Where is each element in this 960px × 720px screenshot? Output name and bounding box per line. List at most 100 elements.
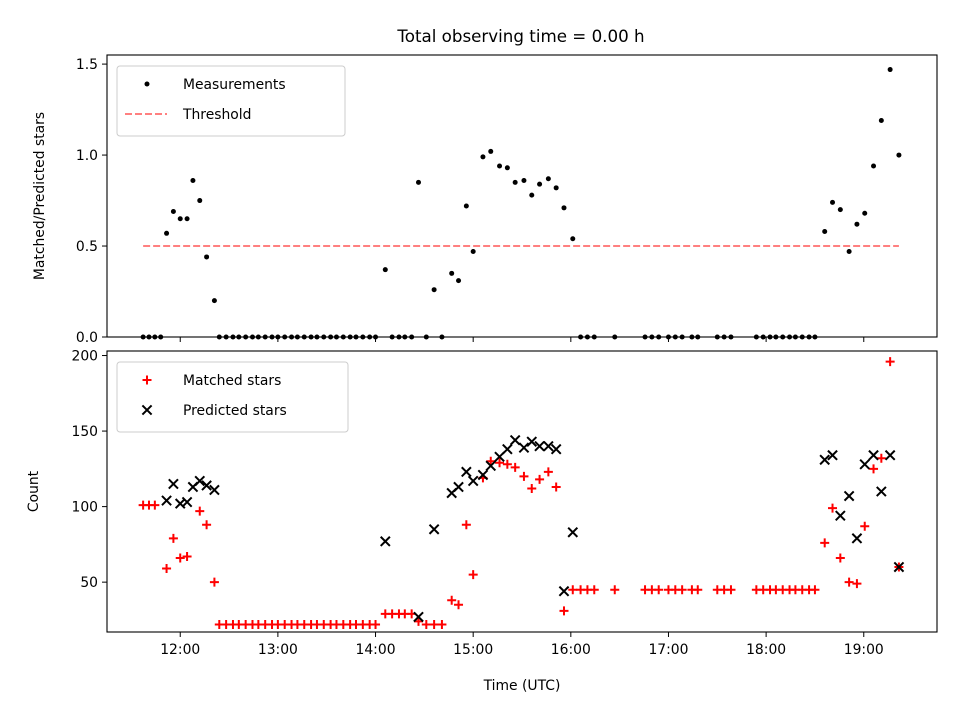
matched-stars-point — [486, 456, 496, 466]
measurements-point — [177, 216, 183, 222]
matched-stars-point — [589, 585, 599, 595]
legend-predicted-stars-swatch — [141, 404, 153, 416]
count-panel: 50 100 150 200 12:00 13:00 14:00 15:00 16:00 17:0… — [26, 349, 938, 694]
measurements-point — [570, 236, 576, 242]
measurements-point — [854, 221, 860, 227]
measurements-point — [480, 154, 486, 160]
matched-stars-point — [437, 619, 447, 629]
predicted-stars-point — [819, 454, 831, 466]
measurements-point — [553, 185, 559, 191]
count-axes: 50 100 150 200 12:00 13:00 14:00 15:00 16:00 17:0… — [26, 349, 938, 694]
x-tick-label: 16:00 — [551, 642, 591, 658]
predicted-stars-point — [868, 449, 879, 461]
predicted-stars-point — [543, 440, 554, 452]
matched-stars-point — [447, 595, 457, 605]
measurements-point — [164, 230, 170, 236]
measurements-point — [470, 248, 476, 254]
matched-stars-point — [175, 553, 185, 563]
legend-measurements-label: Measurements — [183, 77, 286, 93]
matched-stars-point — [454, 600, 464, 610]
matched-stars-point — [835, 553, 845, 563]
predicted-stars-point — [550, 443, 562, 455]
predicted-stars-point — [209, 484, 220, 496]
matched-stars-point — [844, 577, 854, 587]
count-legend: Matched stars Predicted stars — [116, 361, 349, 433]
x-tick-label: 18:00 — [746, 642, 786, 658]
measurements-point — [529, 192, 535, 198]
predicted-stars-point — [893, 561, 905, 573]
measurements-point — [521, 178, 527, 184]
matched-stars-point — [551, 482, 561, 492]
measurements-point — [862, 210, 868, 216]
predicted-stars-point — [181, 496, 193, 508]
measurements-point — [211, 298, 217, 304]
measurements-point — [170, 208, 176, 214]
measurements-point — [871, 163, 877, 169]
count-marks — [138, 357, 905, 629]
measurements-point — [822, 228, 828, 234]
x-tick-label: 13:00 — [258, 642, 298, 658]
x-tick-label: 17:00 — [648, 642, 688, 658]
matched-stars-point — [828, 503, 838, 513]
predicted-stars-point — [884, 449, 896, 461]
predicted-stars-point — [194, 475, 206, 487]
ratio-marks — [140, 67, 902, 340]
matched-stars-point — [195, 506, 205, 516]
matched-stars-point — [168, 533, 178, 543]
measurements-point — [887, 67, 893, 73]
measurements-point — [561, 205, 567, 211]
matched-stars-point — [677, 585, 687, 595]
legend-frame — [116, 65, 346, 137]
y-tick-label: 150 — [71, 424, 98, 440]
y-axis-label: Matched/Predicted stars — [32, 112, 48, 280]
x-tick-label: 15:00 — [453, 642, 493, 658]
predicted-stars-point — [453, 481, 464, 493]
y-tick-label: 0.0 — [76, 330, 98, 346]
predicted-stars-point — [477, 469, 489, 481]
predicted-stars-point — [526, 436, 538, 447]
predicted-stars-point — [827, 449, 838, 461]
predicted-stars-point — [461, 466, 472, 478]
matched-stars-point — [413, 616, 423, 626]
matched-stars-point — [502, 459, 512, 469]
matched-stars-point — [182, 551, 192, 561]
matched-stars-point — [209, 577, 219, 587]
measurements-point — [382, 267, 388, 273]
predicted-stars-point — [168, 478, 179, 490]
legend-matched-stars-label: Matched stars — [183, 373, 281, 389]
matched-stars-point — [810, 585, 820, 595]
measurements-point — [504, 165, 510, 171]
axes-frame — [106, 54, 938, 338]
matched-stars-point — [820, 538, 830, 548]
measurements-point — [497, 163, 503, 169]
matched-stars-point — [519, 471, 529, 481]
matched-stars-point — [885, 357, 895, 367]
legend-predicted-stars-label: Predicted stars — [183, 403, 287, 419]
x-tick-label: 14:00 — [356, 642, 396, 658]
predicted-stars-point — [201, 480, 212, 491]
predicted-stars-point — [534, 440, 545, 452]
matched-stars-point — [568, 585, 578, 595]
predicted-stars-point — [467, 475, 479, 487]
measurements-point — [545, 176, 551, 182]
predicted-stars-point — [502, 443, 513, 455]
legend-frame — [116, 361, 349, 433]
axes-frame — [106, 350, 938, 633]
predicted-stars-point — [851, 533, 863, 544]
predicted-stars-point — [494, 451, 505, 463]
matched-stars-point — [559, 606, 569, 616]
predicted-stars-point — [509, 434, 521, 446]
figure-title: Total observing time = 0.00 h — [396, 26, 644, 46]
matched-stars-point — [510, 462, 520, 472]
predicted-stars-point — [161, 495, 172, 506]
legend-matched-stars-swatch — [142, 375, 152, 385]
measurements-point — [415, 179, 421, 185]
y-tick-label: 0.5 — [76, 239, 98, 255]
predicted-stars-point — [428, 523, 440, 535]
measurements-point — [488, 148, 494, 154]
matched-stars-point — [202, 520, 212, 530]
predicted-stars-point — [558, 585, 570, 597]
predicted-stars-point — [859, 458, 871, 470]
measurements-point — [431, 287, 437, 293]
measurements-point — [830, 199, 836, 205]
